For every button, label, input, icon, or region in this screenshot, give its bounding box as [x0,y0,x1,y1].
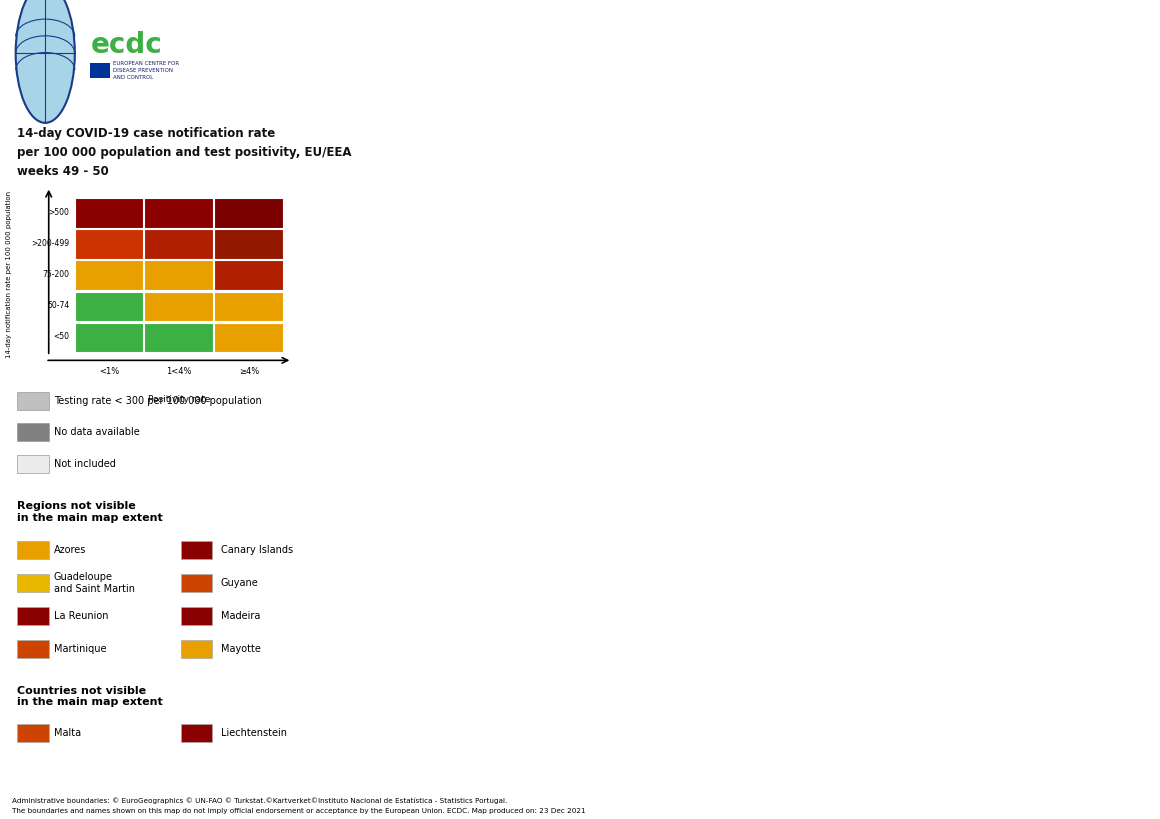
Text: Martinique: Martinique [53,644,107,654]
Bar [213,229,283,259]
Text: ecdc: ecdc [90,31,162,59]
Bar [17,574,49,592]
Text: 50-74: 50-74 [48,301,70,310]
Bar [213,260,283,290]
Text: The boundaries and names shown on this map do not imply official endorsement or : The boundaries and names shown on this m… [12,808,586,814]
Bar [17,455,49,473]
Text: 75-200: 75-200 [43,270,70,278]
Circle shape [15,0,74,123]
Text: <50: <50 [53,333,70,341]
Bar [213,323,283,352]
Text: Countries not visible
in the main map extent: Countries not visible in the main map ex… [17,686,164,707]
Text: per 100 000 population and test positivity, EU/EEA: per 100 000 population and test positivi… [17,146,351,159]
Text: Liechtenstein: Liechtenstein [220,728,287,738]
Text: Regions not visible
in the main map extent: Regions not visible in the main map exte… [17,501,164,523]
Bar [145,260,213,290]
Text: weeks 49 - 50: weeks 49 - 50 [17,165,109,178]
Bar [17,607,49,625]
Text: Mayotte: Mayotte [220,644,261,654]
Bar [181,574,212,592]
Text: La Reunion: La Reunion [53,611,108,621]
Bar [74,198,144,228]
Text: Guadeloupe
and Saint Martin: Guadeloupe and Saint Martin [53,572,135,594]
Bar [17,541,49,559]
Bar [17,724,49,742]
Text: 14-day notification rate per 100 000 population: 14-day notification rate per 100 000 pop… [6,191,12,358]
Bar [74,229,144,259]
Bar [181,640,212,658]
Text: EUROPEAN CENTRE FOR
DISEASE PREVENTION
AND CONTROL: EUROPEAN CENTRE FOR DISEASE PREVENTION A… [114,61,180,79]
Text: Canary Islands: Canary Islands [220,545,293,555]
Text: <1%: <1% [100,367,119,376]
Text: Testing rate < 300 per 100 000 population: Testing rate < 300 per 100 000 populatio… [53,396,262,406]
Bar [145,292,213,321]
Text: Malta: Malta [53,728,81,738]
Bar [17,423,49,441]
Bar [17,392,49,410]
Bar [17,640,49,658]
Bar [181,541,212,559]
Text: Madeira: Madeira [220,611,260,621]
Text: Positivity rate: Positivity rate [148,396,210,404]
Text: Azores: Azores [53,545,86,555]
Text: >200-499: >200-499 [31,239,70,247]
Text: No data available: No data available [53,428,139,437]
Bar [145,323,213,352]
Bar [181,724,212,742]
Bar [74,292,144,321]
Bar [181,607,212,625]
Bar [145,198,213,228]
Text: 14-day COVID-19 case notification rate: 14-day COVID-19 case notification rate [17,127,276,140]
Text: Administrative boundaries: © EuroGeographics © UN-FAO © Turkstat.©Kartverket©Ins: Administrative boundaries: © EuroGeograp… [12,798,507,804]
Bar [90,63,109,78]
Bar [74,260,144,290]
Text: Not included: Not included [53,459,116,468]
Bar [74,323,144,352]
Text: ≥4%: ≥4% [239,367,259,376]
Bar [213,292,283,321]
Text: Guyane: Guyane [220,578,259,588]
Text: 1<4%: 1<4% [167,367,191,376]
Bar [213,198,283,228]
Text: >500: >500 [49,208,70,216]
Bar [145,229,213,259]
